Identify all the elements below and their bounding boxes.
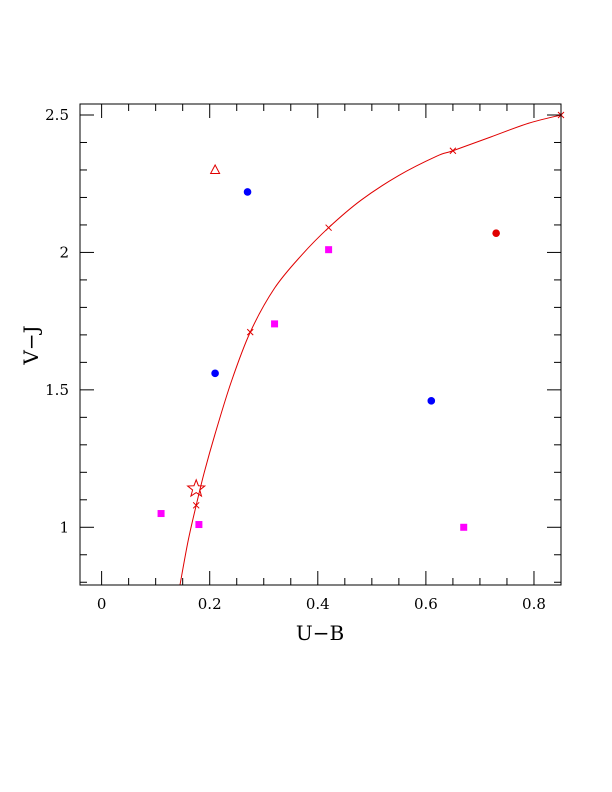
x-tick-label: 0.2 xyxy=(198,595,222,613)
curve-marker xyxy=(246,328,254,336)
points-layer xyxy=(157,163,500,531)
x-tick-label: 0.6 xyxy=(414,595,438,613)
curve-marker xyxy=(449,147,457,155)
data-point-circle xyxy=(492,229,500,237)
data-point-square xyxy=(271,320,279,328)
curve-marker xyxy=(325,224,332,232)
x-tick-label: 0 xyxy=(97,595,107,613)
data-point-star xyxy=(186,478,207,498)
y-tick-label: 2.5 xyxy=(45,106,69,124)
data-point-square xyxy=(325,246,333,254)
y-tick-label: 1.5 xyxy=(45,381,69,399)
x-tick-label: 0.4 xyxy=(306,595,330,613)
curve-layer xyxy=(179,111,565,586)
y-tick-label: 1 xyxy=(59,518,69,536)
data-point-circle xyxy=(211,369,219,378)
data-point-triangle xyxy=(209,163,221,174)
data-point-circle xyxy=(427,397,436,405)
data-point-square xyxy=(195,521,203,529)
ticks-layer xyxy=(80,104,561,585)
x-tick-label: 0.8 xyxy=(522,595,546,613)
data-point-circle xyxy=(243,188,252,196)
model-curve xyxy=(179,114,562,586)
plot-frame xyxy=(79,103,562,586)
curve-marker xyxy=(192,501,200,509)
x-axis-label: U−B xyxy=(296,621,344,645)
data-point-square xyxy=(157,510,165,518)
y-tick-label: 2 xyxy=(59,243,69,261)
y-axis-label: V−J xyxy=(19,325,43,365)
labels-layer: 0 0.2 0.4 0.6 0.8 1 1.5 2 2.5 xyxy=(45,106,546,613)
data-point-square xyxy=(460,523,468,531)
